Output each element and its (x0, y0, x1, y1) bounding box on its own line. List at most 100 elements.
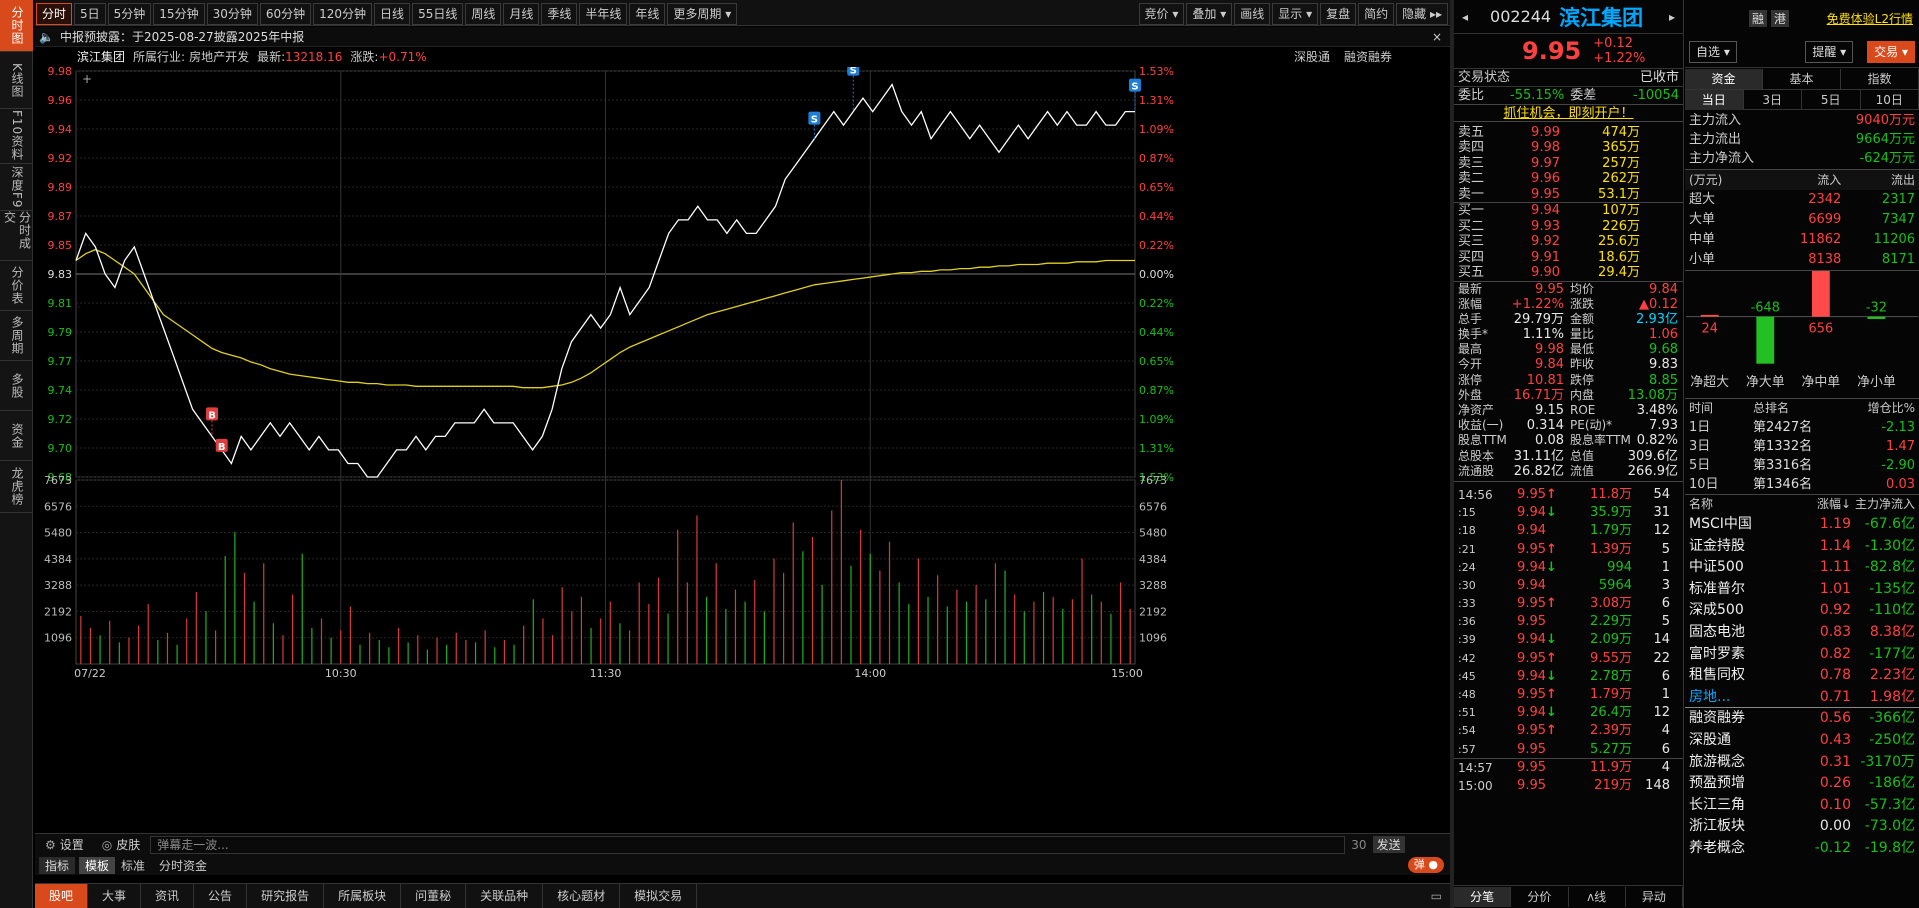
skin-icon[interactable]: ◎ (101, 837, 113, 852)
news-tab-9[interactable]: 模拟交易 (620, 884, 698, 908)
quote-tab-2[interactable]: ʌ线 (1569, 887, 1626, 907)
notice-text[interactable]: 中报预披露：于2025-08-27披露2025年中报 (59, 29, 305, 44)
news-tab-5[interactable]: 所属板块 (324, 884, 402, 908)
send-button[interactable]: 发送 (1372, 836, 1405, 853)
settings-icon[interactable]: ⚙ (45, 837, 56, 852)
nav-kline[interactable]: K线图 (0, 52, 33, 109)
sector-row[interactable]: 中证500 1.11 -82.8亿 (1685, 557, 1919, 579)
period-tab-1[interactable]: 5日 (74, 2, 106, 25)
period-tab-0[interactable]: 分时 (36, 2, 73, 25)
sector-row[interactable]: 房地... 0.71 1.98亿 (1685, 687, 1919, 709)
settings-button[interactable]: 设置 (59, 838, 84, 852)
period-tab-12[interactable]: 半年线 (579, 2, 628, 25)
period-tab-6[interactable]: 120分钟 (313, 2, 373, 25)
sector-header-cell[interactable]: 涨幅↓ (1816, 497, 1851, 511)
nav-intraday[interactable]: 分时图 (0, 0, 33, 52)
sector-row[interactable]: 养老概念 -0.12 -19.8亿 (1685, 838, 1919, 860)
period-tab-9[interactable]: 周线 (465, 2, 502, 25)
period-tab-3[interactable]: 15分钟 (153, 2, 205, 25)
panel-splitter[interactable] (1450, 0, 1454, 908)
bid-row[interactable]: 买一 9.94 107万 (1454, 203, 1683, 219)
toolbar-tool-2[interactable]: 画线 (1234, 2, 1271, 25)
sector-header-cell[interactable]: 主力净流入 (1854, 497, 1915, 511)
nav-fund[interactable]: 资金 (0, 411, 33, 461)
sector-row[interactable]: 预盈预增 0.26 -186亿 (1685, 773, 1919, 795)
period-tab-14[interactable]: 更多周期 ▾ (667, 2, 738, 25)
l2-trial-link[interactable]: 免费体验L2行情 (1826, 11, 1913, 26)
fund-tab-2[interactable]: 指数 (1841, 68, 1919, 89)
toolbar-tool-6[interactable]: 隐藏 ▸▸ (1396, 2, 1448, 25)
skin-button[interactable]: 皮肤 (116, 838, 141, 852)
close-icon[interactable]: × (1431, 29, 1442, 44)
toolbar-tool-3[interactable]: 显示 ▾ (1272, 2, 1319, 25)
quote-tab-1[interactable]: 分价 (1511, 887, 1569, 907)
next-stock-icon[interactable]: ▸ (1668, 9, 1675, 24)
news-tab-7[interactable]: 关联品种 (466, 884, 544, 908)
period-tab-2[interactable]: 5日 (1802, 89, 1861, 110)
fund-tab-0[interactable]: 资金 (1685, 68, 1763, 89)
period-tab-3[interactable]: 10日 (1861, 89, 1919, 110)
expand-icon[interactable]: ▭ (1430, 889, 1442, 903)
toolbar-tool-0[interactable]: 竞价 ▾ (1138, 2, 1185, 25)
industry-value[interactable]: 房地产开发 (189, 50, 250, 64)
danmu-toggle[interactable]: 弹 ● (1407, 857, 1444, 873)
sector-row[interactable]: 证金持股 1.14 -1.30亿 (1685, 536, 1919, 558)
nav-price-distribution[interactable]: 分价表 (0, 261, 33, 311)
link-hk-connect[interactable]: 深股通 (1293, 50, 1330, 64)
ask-row[interactable]: 卖四 9.98 365万 (1454, 140, 1683, 156)
period-tab-10[interactable]: 月线 (503, 2, 540, 25)
watchlist-button[interactable]: 自选 ▾ (1689, 40, 1737, 63)
nav-multi-stock[interactable]: 多股 (0, 361, 33, 411)
news-tab-3[interactable]: 公告 (194, 884, 248, 908)
period-tab-0[interactable]: 当日 (1685, 89, 1744, 110)
sector-row[interactable]: 租售同权 0.78 2.23亿 (1685, 665, 1919, 687)
danmu-input[interactable]: 弹幕走一波... (150, 835, 1346, 854)
tab-standard[interactable]: 标准 (121, 858, 146, 873)
toolbar-tool-5[interactable]: 简约 (1358, 2, 1395, 25)
ask-row[interactable]: 卖一 9.95 53.1万 (1454, 187, 1683, 203)
toolbar-tool-4[interactable]: 复盘 (1320, 2, 1357, 25)
news-tab-4[interactable]: 研究报告 (247, 884, 325, 908)
link-margin[interactable]: 融资融券 (1343, 50, 1392, 64)
sector-header-cell[interactable]: 名称 (1689, 497, 1714, 511)
promo-link[interactable]: 抓住机会，即刻开户！ (1503, 106, 1634, 121)
news-tab-2[interactable]: 资讯 (141, 884, 195, 908)
hk-badge[interactable]: 港 (1771, 9, 1790, 27)
toolbar-tool-1[interactable]: 叠加 ▾ (1186, 2, 1233, 25)
quote-tab-0[interactable]: 分笔 (1454, 887, 1512, 907)
ask-row[interactable]: 卖五 9.99 474万 (1454, 125, 1683, 141)
news-tab-6[interactable]: 问董秘 (401, 884, 467, 908)
sector-row[interactable]: 固态电池 0.83 8.38亿 (1685, 622, 1919, 644)
bid-row[interactable]: 买四 9.91 18.6万 (1454, 250, 1683, 266)
sector-row[interactable]: 富时罗素 0.82 -177亿 (1685, 644, 1919, 666)
period-tab-2[interactable]: 5分钟 (107, 2, 152, 25)
period-tab-1[interactable]: 3日 (1744, 89, 1802, 110)
period-tab-5[interactable]: 60分钟 (259, 2, 312, 25)
bid-row[interactable]: 买二 9.93 226万 (1454, 219, 1683, 235)
prev-stock-icon[interactable]: ◂ (1462, 9, 1469, 24)
sector-row[interactable]: 浙江板块 0.00 -73.0亿 (1685, 816, 1919, 838)
sector-row[interactable]: MSCI中国 1.19 -67.6亿 (1685, 514, 1919, 536)
nav-multi-period[interactable]: 多周期 (0, 311, 33, 361)
news-tab-0[interactable]: 股吧 (35, 884, 89, 908)
nav-tick-trades[interactable]: 分时成交 (0, 211, 33, 261)
tab-template[interactable]: 模板 (79, 856, 116, 874)
sector-row[interactable]: 旅游概念 0.31 -3170万 (1685, 752, 1919, 774)
trade-button[interactable]: 交易 ▾ (1867, 40, 1915, 63)
fund-tab-1[interactable]: 基本 (1763, 68, 1841, 89)
margin-badge[interactable]: 融 (1749, 9, 1768, 27)
quote-tab-3[interactable]: 异动 (1626, 887, 1683, 907)
ask-row[interactable]: 卖二 9.96 262万 (1454, 171, 1683, 187)
sector-row[interactable]: 融资融券 0.56 -366亿 (1685, 708, 1919, 730)
nav-dragon-tiger[interactable]: 龙虎榜 (0, 461, 33, 513)
period-tab-13[interactable]: 年线 (629, 2, 666, 25)
tab-indicator[interactable]: 指标 (39, 856, 76, 874)
bid-row[interactable]: 买三 9.92 25.6万 (1454, 234, 1683, 250)
bid-row[interactable]: 买五 9.90 29.4万 (1454, 265, 1683, 281)
nav-depth[interactable]: 深度F9 (0, 164, 33, 211)
ask-row[interactable]: 卖三 9.97 257万 (1454, 156, 1683, 172)
sector-row[interactable]: 深股通 0.43 -250亿 (1685, 730, 1919, 752)
news-tab-1[interactable]: 大事 (88, 884, 142, 908)
period-tab-8[interactable]: 55日线 (412, 2, 464, 25)
period-tab-4[interactable]: 30分钟 (206, 2, 258, 25)
